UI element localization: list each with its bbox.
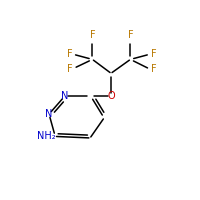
Text: N: N: [45, 109, 53, 119]
Text: F: F: [67, 49, 72, 59]
Text: F: F: [67, 64, 73, 74]
Text: F: F: [90, 30, 95, 40]
Text: F: F: [151, 64, 156, 74]
Text: O: O: [107, 91, 115, 101]
Text: F: F: [128, 30, 133, 40]
Text: NH₂: NH₂: [37, 131, 55, 141]
Text: F: F: [151, 49, 156, 59]
Text: N: N: [61, 91, 68, 101]
